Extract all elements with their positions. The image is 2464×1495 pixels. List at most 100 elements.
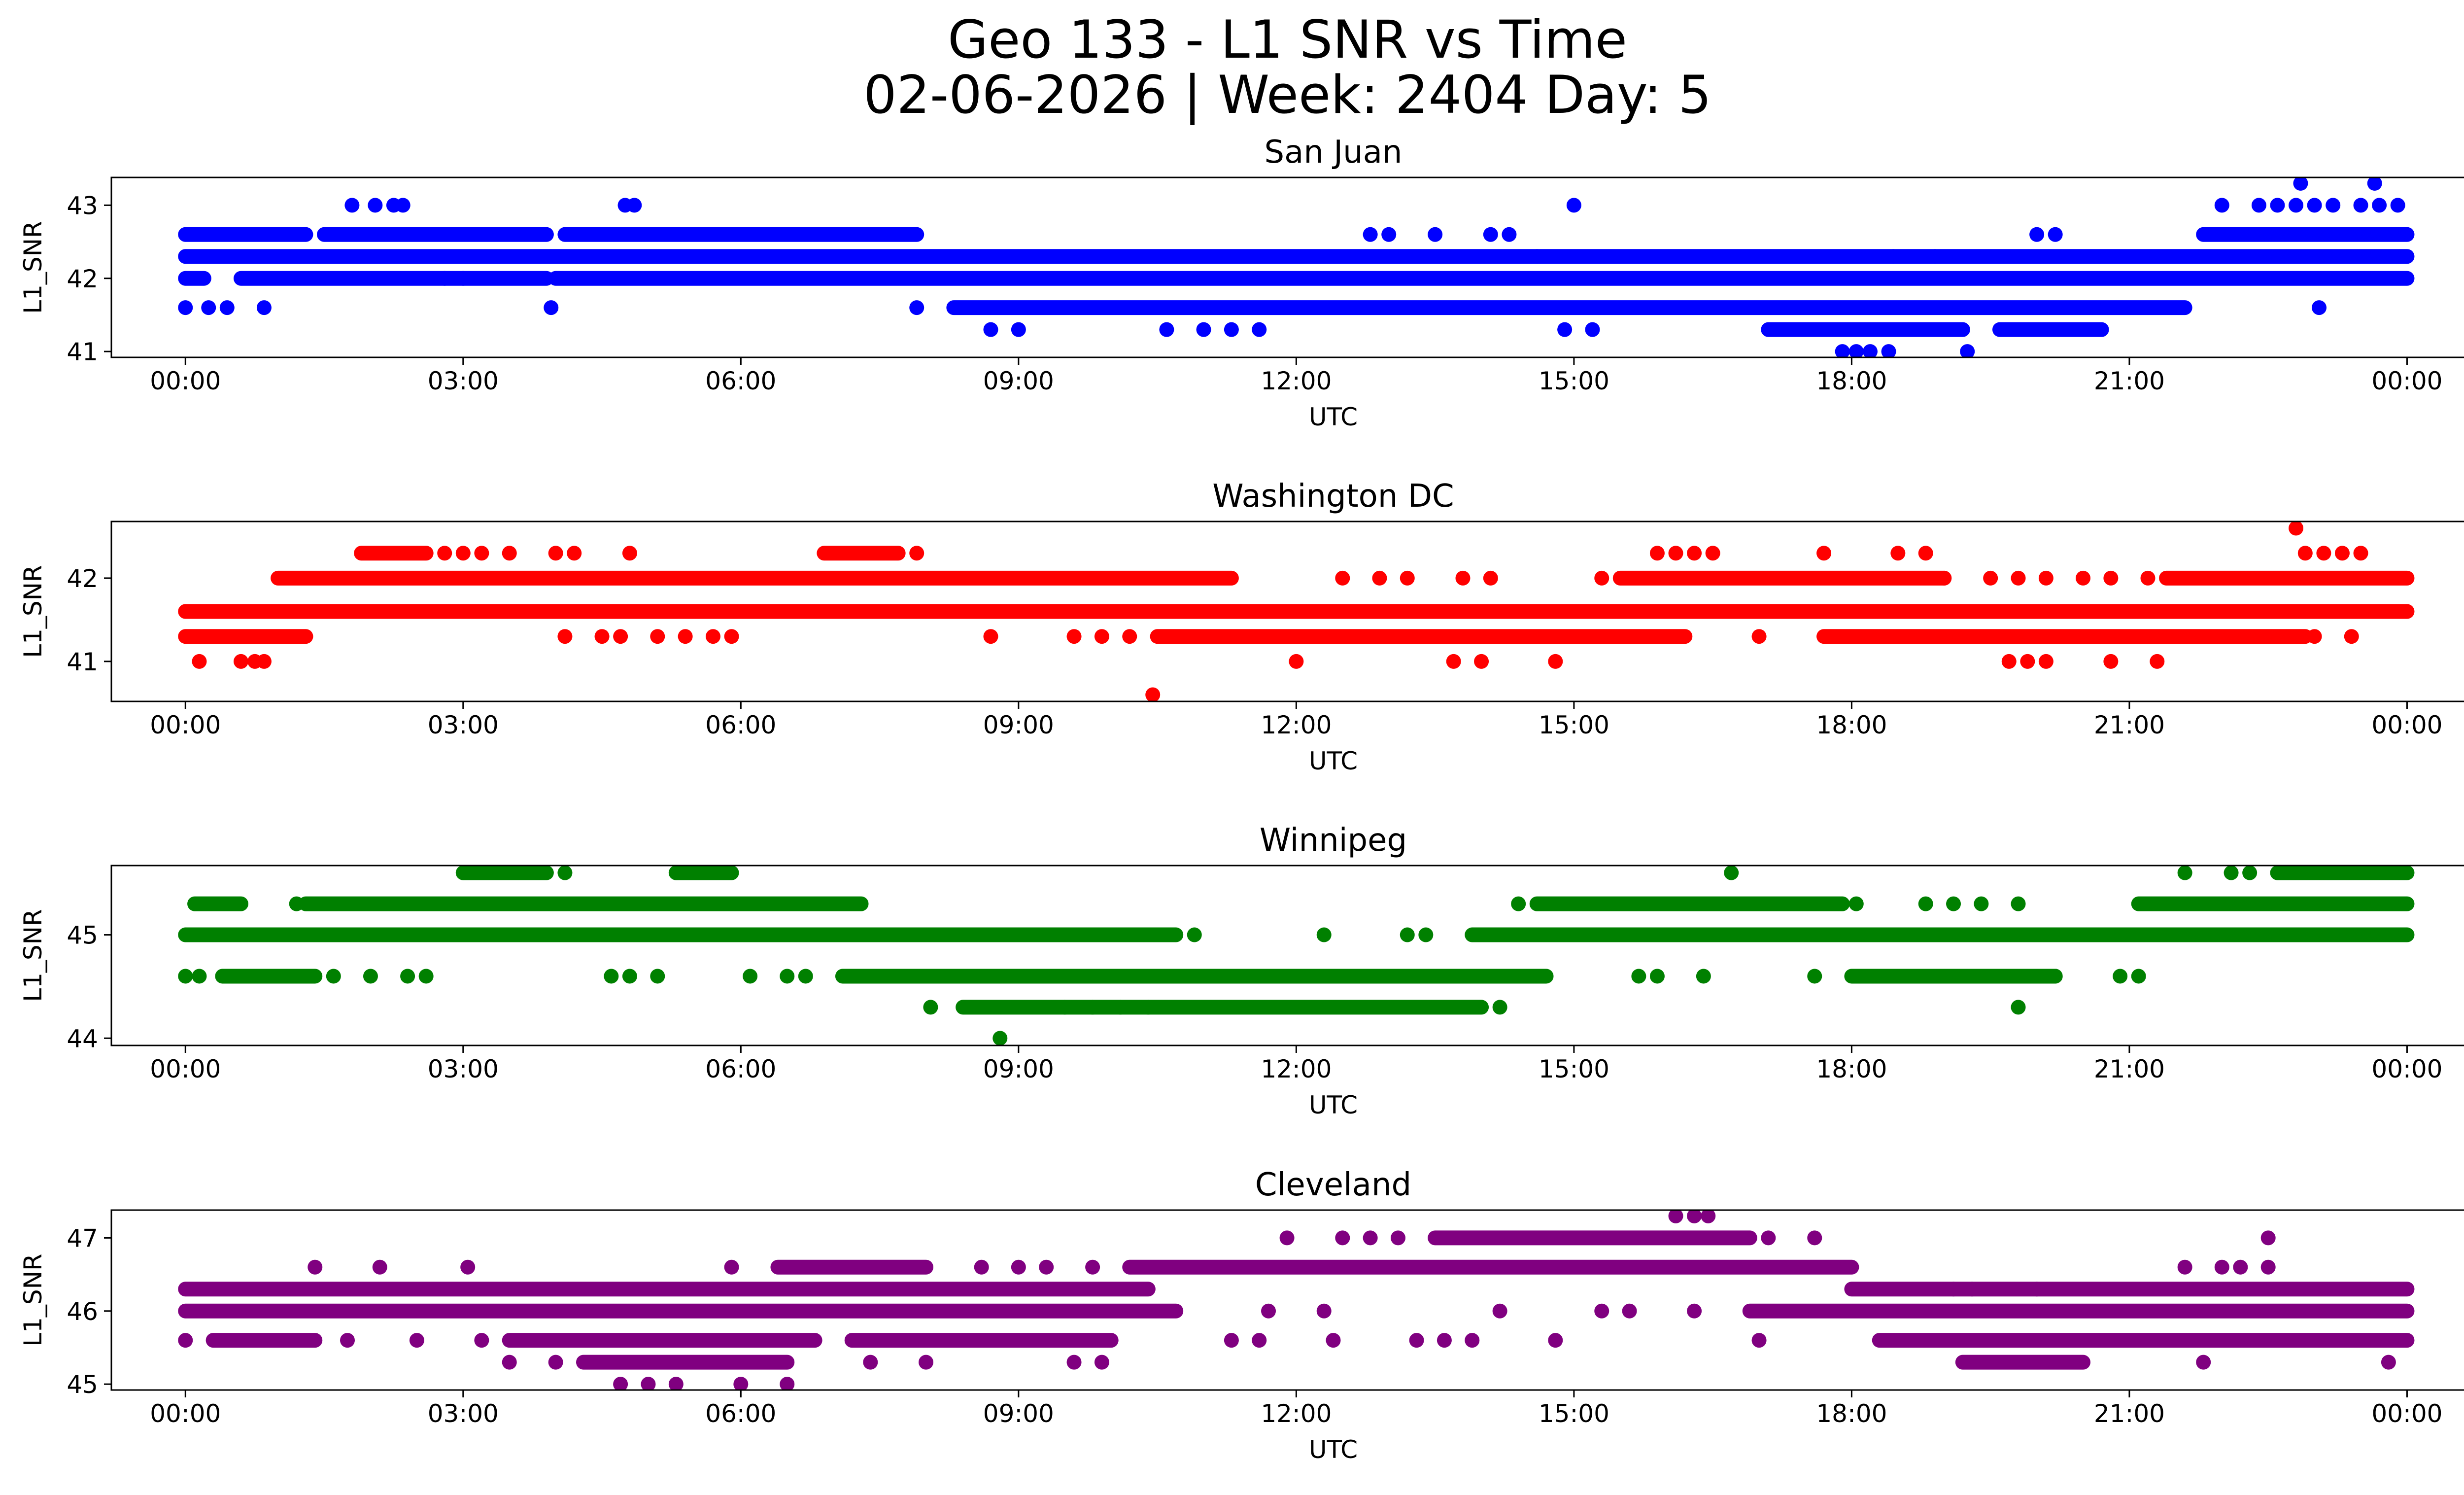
washington-dc-xtick-label: 00:00: [150, 711, 221, 739]
washington-dc-point: [1983, 570, 1998, 586]
cleveland-ytick-label: 45: [67, 1370, 98, 1399]
winnipeg-series: [178, 866, 2415, 1045]
washington-dc-ylabel: L1_SNR: [19, 565, 47, 658]
san-juan-point: [1566, 198, 1581, 213]
san-juan-point: [909, 300, 924, 315]
cleveland-point: [308, 1259, 323, 1275]
winnipeg-point: [1057, 1000, 1072, 1015]
san-juan-xtick-label: 03:00: [428, 367, 499, 395]
washington-dc-point: [1668, 546, 1683, 561]
san-juan-point: [1848, 344, 1864, 357]
san-juan-title: San Juan: [1265, 134, 1403, 171]
san-juan-point: [1196, 322, 1211, 337]
cleveland-point-run: [1844, 1282, 2415, 1297]
cleveland-point: [2233, 1259, 2248, 1275]
winnipeg-point-run: [178, 927, 1184, 942]
washington-dc-point: [2038, 570, 2053, 586]
washington-dc-point: [2001, 654, 2017, 669]
winnipeg-point: [2131, 969, 2146, 984]
cleveland-point: [340, 1333, 355, 1348]
san-juan-series: [178, 177, 2415, 357]
san-juan-xtick-label: 12:00: [1261, 367, 1332, 395]
san-juan-axes-frame: [110, 176, 2464, 358]
washington-dc-point: [1483, 570, 1498, 586]
washington-dc-point-run: [271, 570, 1239, 586]
washington-dc-point: [705, 629, 720, 644]
washington-dc-point-run: [1816, 629, 2313, 644]
washington-dc-point: [1937, 570, 1952, 586]
san-juan-point: [1960, 344, 1975, 357]
washington-dc-point: [1705, 546, 1720, 561]
san-juan-point: [344, 198, 360, 213]
washington-dc-point: [567, 546, 582, 561]
cleveland-xtick-label: 15:00: [1539, 1399, 1609, 1428]
san-juan-point: [1363, 227, 1378, 242]
cleveland-point: [724, 1259, 739, 1275]
winnipeg-point-run: [668, 866, 739, 880]
winnipeg-point: [1492, 1000, 1507, 1015]
san-juan-point: [2029, 227, 2045, 242]
cleveland-point: [1465, 1333, 1480, 1348]
cleveland-xtick-label: 00:00: [150, 1399, 221, 1428]
san-juan-point: [201, 300, 216, 315]
winnipeg-point-run: [2131, 896, 2415, 911]
cleveland-ytick-label: 46: [67, 1297, 98, 1326]
washington-dc-point: [1066, 629, 1082, 644]
cleveland-point: [1946, 1282, 1961, 1297]
cleveland-point: [668, 1377, 684, 1390]
winnipeg-point: [557, 866, 573, 880]
washington-dc-point: [2297, 546, 2313, 561]
washington-dc-point: [2103, 654, 2119, 669]
san-juan-point: [2251, 198, 2266, 213]
washington-dc-point: [2316, 546, 2331, 561]
san-juan-point: [2289, 198, 2304, 213]
san-juan-point: [1862, 344, 1878, 357]
washington-dc-xtick-label: 00:00: [2371, 711, 2442, 739]
washington-dc-point: [437, 546, 452, 561]
washington-dc-point: [1474, 654, 1489, 669]
cleveland-point: [1437, 1333, 1452, 1348]
winnipeg-point: [1631, 969, 1646, 984]
san-juan-point-run: [2196, 227, 2415, 242]
winnipeg-axes-frame: [110, 865, 2464, 1046]
winnipeg-point: [923, 1000, 938, 1015]
washington-dc-point: [1918, 546, 1933, 561]
winnipeg-ytick-label: 44: [67, 1024, 98, 1053]
winnipeg-point: [992, 1031, 1008, 1045]
winnipeg-xtick-label: 12:00: [1261, 1055, 1332, 1083]
washington-dc-point: [724, 629, 739, 644]
winnipeg-point: [289, 896, 304, 911]
washington-dc-point: [557, 629, 573, 644]
cleveland-point-run: [1872, 1333, 2415, 1348]
winnipeg-xtick-label: 09:00: [983, 1055, 1054, 1083]
cleveland-point: [1761, 1230, 1776, 1246]
cleveland-point-run: [1955, 1355, 2091, 1370]
cleveland-point: [2196, 1355, 2211, 1370]
san-juan-point-run: [1992, 322, 2109, 337]
winnipeg-point: [400, 969, 415, 984]
san-juan-point: [1428, 227, 1443, 242]
winnipeg-point: [743, 969, 758, 984]
san-juan-point-run: [233, 271, 554, 286]
winnipeg-point: [363, 969, 378, 984]
winnipeg-point: [1140, 1000, 1156, 1015]
san-juan-point: [1927, 249, 1943, 264]
san-juan-xtick-label: 00:00: [2371, 367, 2442, 395]
san-juan-point-run: [178, 227, 313, 242]
figure-title-line2: 02-06-2026 | Week: 2404 Day: 5: [863, 65, 1711, 125]
washington-dc-ytick-label: 41: [67, 648, 98, 676]
cleveland-point: [1807, 1230, 1822, 1246]
san-juan-point: [1483, 227, 1498, 242]
winnipeg-point: [798, 969, 813, 984]
cleveland-point: [2260, 1259, 2276, 1275]
winnipeg-point: [418, 969, 434, 984]
winnipeg-xtick-label: 15:00: [1539, 1055, 1609, 1083]
washington-dc-series: [178, 522, 2415, 701]
winnipeg-xtick-label: 18:00: [1816, 1055, 1887, 1083]
washington-dc-point: [1122, 629, 1137, 644]
washington-dc-point: [455, 546, 471, 561]
washington-dc-point: [1548, 654, 1563, 669]
san-juan-point: [1585, 322, 1600, 337]
washington-dc-point: [2307, 629, 2322, 644]
